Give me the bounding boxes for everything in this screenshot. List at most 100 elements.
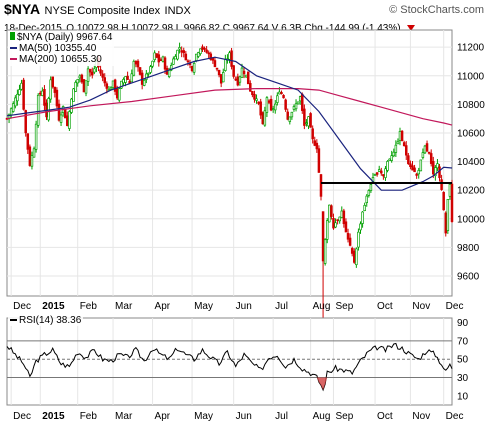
candle-body xyxy=(257,101,260,104)
candle xyxy=(32,146,36,158)
candle-body xyxy=(336,219,339,222)
candle-body xyxy=(249,83,252,92)
candle-body xyxy=(34,123,38,150)
candle-body xyxy=(359,223,362,231)
ohlc-values: O 10072.98 H 10072.98 L 9966.82 C 9967.6… xyxy=(66,23,401,34)
candle xyxy=(14,95,17,109)
price-ytick-label: 11000 xyxy=(457,71,485,82)
candle-body xyxy=(134,61,138,65)
candle xyxy=(113,78,117,96)
candle xyxy=(22,77,25,111)
candle-body xyxy=(398,130,402,141)
candle-body xyxy=(325,220,329,240)
candle xyxy=(84,80,88,97)
candle-body xyxy=(429,153,433,164)
candle-body xyxy=(55,89,59,107)
candle-body xyxy=(151,60,154,67)
candle xyxy=(99,64,102,76)
price-xtick-label: Mar xyxy=(115,301,133,312)
candle-body xyxy=(120,80,123,89)
legend-rsi: RSI(14) 38.36 xyxy=(8,315,84,326)
candle-body xyxy=(413,167,416,173)
candle xyxy=(145,70,148,84)
candle xyxy=(34,120,38,153)
candle xyxy=(211,57,215,64)
candle xyxy=(367,189,371,198)
rsi-ytick-label: 30 xyxy=(457,373,469,384)
candle xyxy=(24,109,27,137)
candle xyxy=(151,60,154,69)
candle-body xyxy=(30,155,34,167)
candle xyxy=(348,233,352,247)
candle-body xyxy=(288,116,292,122)
rsi-xtick-label: Sep xyxy=(335,411,353,422)
candle-body xyxy=(417,170,420,175)
candle-body xyxy=(201,46,204,50)
candle-body xyxy=(296,101,300,105)
candle-body xyxy=(147,72,150,75)
candle xyxy=(249,80,252,92)
candle-body xyxy=(105,83,109,89)
candle-body xyxy=(440,179,443,190)
price-plot-area xyxy=(6,29,453,297)
candle xyxy=(338,216,341,224)
rsi-ytick-label: 90 xyxy=(457,318,469,329)
candle xyxy=(400,130,404,142)
candle-body xyxy=(82,79,86,93)
candle xyxy=(355,247,358,268)
candle-body xyxy=(32,148,36,158)
candle-body xyxy=(161,56,165,62)
candle-body xyxy=(425,143,429,152)
candle-body xyxy=(197,52,200,57)
candle xyxy=(142,78,146,87)
price-xtick-label: Aug xyxy=(313,301,331,312)
candle-body xyxy=(332,217,335,229)
candle xyxy=(105,81,109,94)
candle xyxy=(315,139,319,153)
candle-body xyxy=(309,113,312,128)
candle xyxy=(284,98,287,112)
candle-body xyxy=(111,80,115,89)
candle-body xyxy=(182,50,186,54)
watermark[interactable]: © StockCharts.com xyxy=(389,4,484,16)
candle-body xyxy=(186,60,190,63)
candle xyxy=(392,148,396,158)
candle-body xyxy=(176,49,179,60)
candle xyxy=(290,111,294,120)
candle xyxy=(59,111,63,126)
candle-body xyxy=(49,79,52,100)
candle-body xyxy=(86,68,90,82)
candle xyxy=(147,72,150,77)
symbol-title: $NYA xyxy=(4,1,41,17)
candle-body xyxy=(66,115,69,127)
candle-body xyxy=(217,69,221,76)
candle-body xyxy=(174,56,177,60)
candle-body xyxy=(269,98,273,111)
candle-body xyxy=(130,73,134,83)
candle xyxy=(394,140,398,157)
rsi-xtick-label: Dec xyxy=(446,411,464,422)
candle-body xyxy=(315,142,319,150)
legend-ma200-swatch xyxy=(10,58,17,61)
candle-body xyxy=(278,91,281,95)
candle-body xyxy=(342,210,346,225)
candle-body xyxy=(344,221,348,233)
candle-body xyxy=(319,174,323,197)
candle-body xyxy=(36,94,40,126)
candle xyxy=(413,164,416,173)
candle-body xyxy=(384,168,387,178)
candle-body xyxy=(47,98,50,121)
rsi-xtick-label: Jul xyxy=(275,411,288,422)
candle-body xyxy=(419,159,423,172)
candle-body xyxy=(346,233,350,240)
candle xyxy=(317,145,321,173)
candle-body xyxy=(405,145,408,156)
candle xyxy=(380,167,383,176)
candle xyxy=(209,51,213,61)
candle xyxy=(157,50,161,67)
chart-header: $NYA NYSE Composite Index INDX © StockCh… xyxy=(4,1,494,19)
candle-body xyxy=(400,130,404,142)
candle xyxy=(346,228,350,243)
price-xtick-label: May xyxy=(194,301,213,312)
candle xyxy=(261,111,265,125)
